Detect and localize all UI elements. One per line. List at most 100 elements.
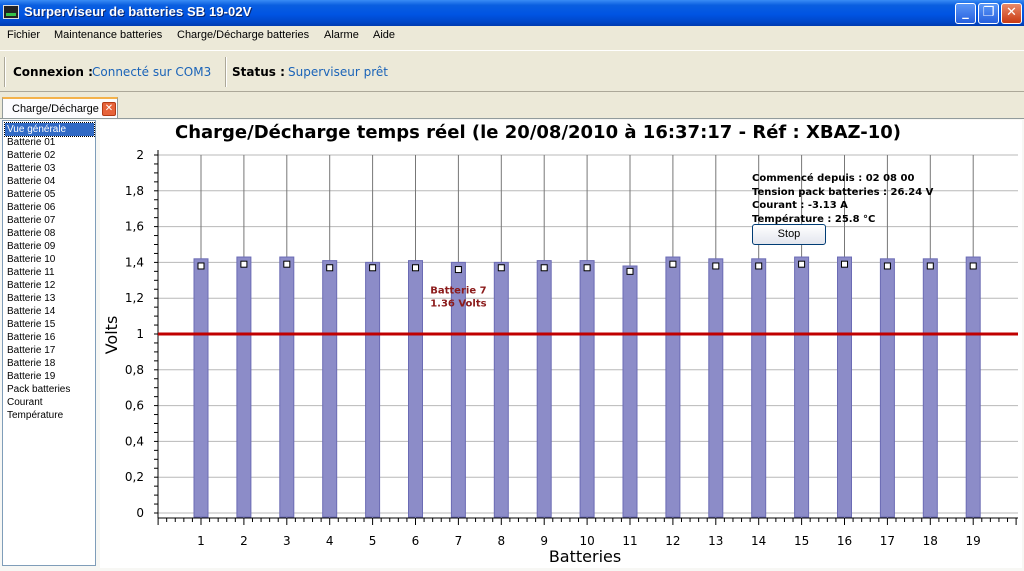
sidebar-item[interactable]: Batterie 07: [7, 215, 56, 226]
menu-aide[interactable]: Aide: [373, 29, 396, 41]
tab-label: Charge/Décharge: [12, 103, 99, 115]
sidebar-item[interactable]: Batterie 15: [7, 319, 56, 330]
sidebar-item[interactable]: Température: [7, 410, 64, 421]
x-tick-label: 12: [665, 534, 680, 548]
close-button[interactable]: ✕: [1001, 3, 1022, 24]
battery-bar[interactable]: [536, 260, 552, 518]
info-panel: Commencé depuis : 02 08 00 Tension pack …: [752, 172, 933, 226]
sidebar-item[interactable]: Batterie 06: [7, 202, 56, 213]
menu-charge-decharge[interactable]: Charge/Décharge batteries: [177, 29, 310, 41]
y-axis-title: Volts: [102, 316, 121, 355]
annotation-value: 1.36 Volts: [430, 299, 486, 310]
voltage-marker: [712, 262, 720, 270]
x-tick-label: 19: [966, 534, 981, 548]
battery-bar[interactable]: [408, 260, 423, 518]
battery-bar[interactable]: [322, 260, 338, 518]
status-toolbar: Connexion : Connecté sur COM3 Status : S…: [0, 50, 1024, 92]
sidebar-item[interactable]: Batterie 13: [7, 293, 56, 304]
y-tick-label: 1,6: [125, 220, 144, 234]
annotation-label: Batterie 7: [430, 286, 486, 297]
toolbar-separator: [225, 57, 227, 87]
tab-close-icon[interactable]: ✕: [102, 102, 116, 116]
tab-strip: Charge/Décharge ✕: [0, 95, 1024, 119]
app-icon: [3, 5, 19, 19]
sidebar-item[interactable]: Batterie 01: [7, 137, 56, 148]
x-tick-label: 8: [497, 534, 505, 548]
sidebar-item[interactable]: Batterie 12: [7, 280, 56, 291]
voltage-marker: [540, 264, 548, 272]
menu-bar: Fichier Maintenance batteries Charge/Déc…: [0, 26, 1024, 46]
connexion-label: Connexion :: [13, 65, 93, 79]
x-tick-label: 3: [283, 534, 291, 548]
y-tick-label: 1,4: [125, 255, 144, 269]
voltage-marker: [326, 264, 334, 272]
toolbar-grip: [4, 57, 6, 87]
maximize-button[interactable]: ❐: [978, 3, 999, 24]
battery-bar[interactable]: [922, 258, 938, 518]
battery-bar[interactable]: [665, 256, 681, 518]
window-title: Surperviseur de batteries SB 19-02V: [24, 4, 252, 19]
sidebar-item[interactable]: Batterie 19: [7, 371, 56, 382]
voltage-marker: [240, 260, 248, 268]
sidebar-item[interactable]: Batterie 08: [7, 228, 56, 239]
info-temperature: Température : 25.8 °C: [752, 213, 876, 225]
status-value: Superviseur prêt: [288, 65, 388, 79]
sidebar-item[interactable]: Batterie 11: [7, 267, 55, 278]
battery-bar[interactable]: [751, 258, 767, 518]
battery-bar[interactable]: [579, 260, 595, 518]
battery-bar[interactable]: [622, 265, 638, 518]
voltage-marker: [969, 262, 977, 270]
sidebar-item[interactable]: Batterie 04: [7, 176, 56, 187]
sidebar-item[interactable]: Batterie 02: [7, 150, 56, 161]
sidebar-item[interactable]: Batterie 09: [7, 241, 56, 252]
sidebar-item[interactable]: Pack batteries: [7, 384, 71, 395]
sidebar-item[interactable]: Courant: [7, 397, 43, 408]
sidebar-item[interactable]: Batterie 17: [7, 345, 56, 356]
battery-bar[interactable]: [365, 261, 381, 518]
sidebar-item[interactable]: Batterie 16: [7, 332, 56, 343]
x-tick-label: 14: [751, 534, 766, 548]
voltage-marker: [798, 260, 806, 268]
battery-bar[interactable]: [193, 258, 209, 518]
battery-list[interactable]: Vue générale Batterie 01 Batterie 02 Batter…: [2, 120, 96, 566]
sidebar-item[interactable]: Batterie 03: [7, 163, 56, 174]
menu-maintenance-batteries[interactable]: Maintenance batteries: [54, 29, 163, 41]
voltage-marker: [669, 260, 677, 268]
x-axis-title: Batteries: [549, 547, 621, 566]
battery-bar[interactable]: [450, 261, 466, 518]
voltage-marker: [926, 262, 934, 270]
sidebar-item[interactable]: Batterie 18: [7, 358, 56, 369]
x-tick-label: 1: [197, 534, 205, 548]
battery-bar[interactable]: [493, 261, 509, 518]
minimize-button[interactable]: _: [955, 3, 976, 24]
battery-bar[interactable]: [794, 256, 810, 518]
menu-alarme[interactable]: Alarme: [324, 29, 359, 41]
x-tick-label: 10: [579, 534, 594, 548]
title-bar[interactable]: Surperviseur de batteries SB 19-02V _ ❐ …: [0, 0, 1024, 26]
sidebar-item[interactable]: Batterie 05: [7, 189, 56, 200]
voltage-marker: [412, 264, 419, 272]
sidebar-item[interactable]: Batterie 10: [7, 254, 56, 265]
menu-fichier[interactable]: Fichier: [7, 29, 41, 41]
voltage-marker: [755, 262, 763, 270]
voltage-marker: [454, 266, 462, 274]
battery-bar[interactable]: [879, 258, 895, 518]
battery-bar[interactable]: [236, 256, 252, 518]
x-tick-label: 17: [880, 534, 895, 548]
battery-bar[interactable]: [965, 256, 981, 518]
tab-charge-decharge[interactable]: Charge/Décharge ✕: [2, 97, 118, 119]
y-tick-label: 0: [136, 506, 144, 520]
status-label: Status :: [232, 65, 285, 79]
sidebar-item[interactable]: Batterie 14: [7, 306, 56, 317]
sidebar-item[interactable]: Vue générale: [4, 122, 95, 137]
y-tick-label: 2: [136, 148, 144, 162]
chart-title: Charge/Décharge temps réel (le 20/08/201…: [175, 122, 901, 143]
battery-bar[interactable]: [279, 256, 295, 518]
y-tick-label: 0,6: [125, 399, 144, 413]
x-tick-label: 11: [622, 534, 637, 548]
stop-button[interactable]: Stop: [752, 224, 826, 245]
voltage-marker: [197, 262, 205, 270]
battery-bar[interactable]: [837, 256, 852, 518]
battery-bar[interactable]: [708, 258, 724, 518]
